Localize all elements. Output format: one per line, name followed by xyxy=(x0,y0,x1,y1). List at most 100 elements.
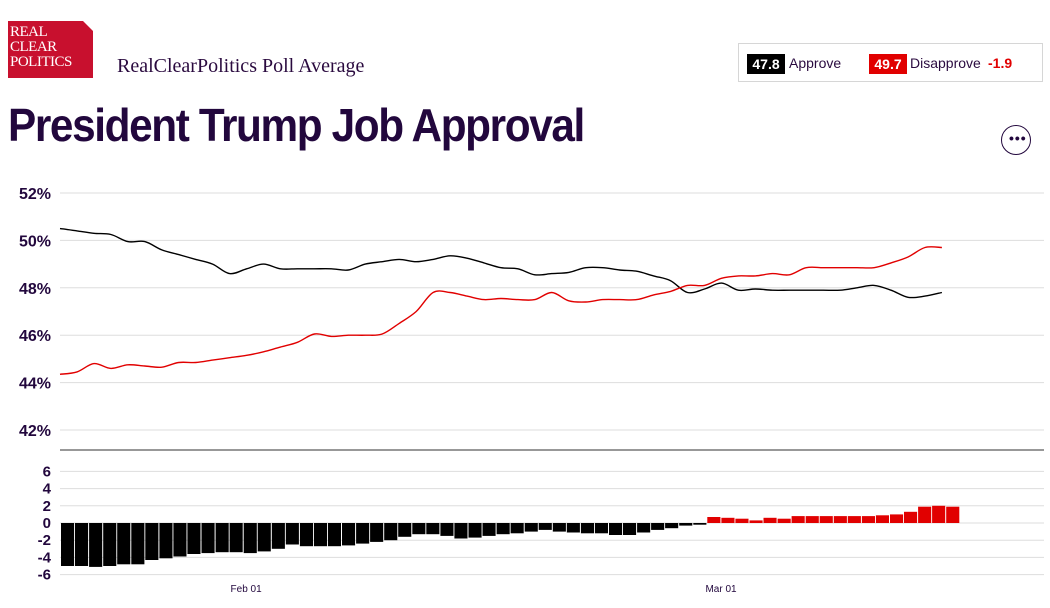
x-axis-labels: Feb 01 Mar 01 xyxy=(231,584,737,595)
spread-bar xyxy=(440,523,454,536)
spread-bar xyxy=(299,523,313,547)
spread-bar xyxy=(749,520,763,523)
spread-value: -1.9 xyxy=(988,55,1013,71)
y-tick-label: 50% xyxy=(19,233,51,250)
y-tick-label: 2 xyxy=(43,498,51,515)
y-tick-label: 6 xyxy=(43,463,51,480)
spread-bar xyxy=(257,523,271,552)
y-tick-label: 46% xyxy=(19,328,51,345)
spread-bar xyxy=(721,517,735,523)
spread-bar xyxy=(791,516,805,523)
more-options-button[interactable]: ••• xyxy=(1001,125,1031,155)
logo-line: POLITICS xyxy=(10,54,72,70)
spread-bar xyxy=(117,523,131,565)
spread-bar xyxy=(61,523,75,566)
approve-label: Approve xyxy=(789,55,842,71)
y-tick-label: 44% xyxy=(19,376,51,393)
spread-bar xyxy=(890,514,904,523)
series-line-disapprove xyxy=(59,246,942,375)
spread-bar xyxy=(454,523,468,539)
disapprove-value-badge: 49.7 xyxy=(869,54,907,74)
spread-bar xyxy=(679,523,693,526)
y-tick-label: 0 xyxy=(43,515,51,532)
spread-bar xyxy=(946,506,960,523)
spread-bar xyxy=(496,523,510,535)
spread-bar xyxy=(609,523,623,535)
spread-bar xyxy=(468,523,482,538)
current-values-legend: 47.8 Approve 49.7 Disapprove -1.9 xyxy=(738,43,1043,82)
spread-bar xyxy=(763,517,777,523)
page-subtitle: RealClearPolitics Poll Average xyxy=(117,55,365,77)
ellipsis-icon: ••• xyxy=(1009,130,1027,146)
spread-bar xyxy=(356,523,370,544)
y-tick-label: -2 xyxy=(38,532,51,549)
spread-bar xyxy=(875,515,889,523)
spread-bar xyxy=(313,523,327,547)
y-tick-label: 48% xyxy=(19,281,51,298)
spread-bar xyxy=(819,516,833,523)
rcp-logo[interactable]: REAL CLEAR POLITICS xyxy=(8,21,93,78)
spread-bar xyxy=(173,523,187,557)
y-tick-label: 52% xyxy=(19,186,51,203)
spread-bar xyxy=(327,523,341,547)
spread-bar xyxy=(594,523,608,534)
spread-bar xyxy=(932,505,946,523)
logo-line: CLEAR xyxy=(10,39,57,55)
spread-bar xyxy=(103,523,117,566)
spread-bar xyxy=(159,523,173,559)
spread-bar xyxy=(285,523,299,545)
spread-bar xyxy=(75,523,89,566)
spread-bar xyxy=(243,523,257,554)
spread-bar xyxy=(342,523,356,546)
spread-bar xyxy=(187,523,201,554)
page-title: President Trump Job Approval xyxy=(8,99,585,151)
spread-bar xyxy=(833,516,847,523)
spread-bar xyxy=(398,523,412,537)
series-line-approve xyxy=(59,227,943,299)
spread-bar xyxy=(861,516,875,523)
disapprove-label: Disapprove xyxy=(910,55,981,71)
y-tick-label: 4 xyxy=(43,481,52,498)
spread-bar xyxy=(131,523,145,565)
spread-bar xyxy=(201,523,215,554)
spread-bar xyxy=(707,517,721,523)
spread-bar xyxy=(510,523,524,534)
logo-corner-fold xyxy=(83,21,93,31)
spread-bar xyxy=(637,523,651,533)
line-chart-series xyxy=(59,227,943,375)
y-tick-label: -6 xyxy=(38,567,51,584)
spread-bar xyxy=(229,523,243,553)
spread-bar xyxy=(89,523,103,567)
spread-bar xyxy=(735,518,749,523)
line-chart-y-axis: 52% 50% 48% 46% 44% 42% xyxy=(19,186,51,440)
spread-bar xyxy=(538,523,552,530)
spread-bar xyxy=(566,523,580,533)
logo-text: REAL CLEAR POLITICS xyxy=(10,25,72,70)
spread-bar xyxy=(384,523,398,541)
spread-bar xyxy=(777,518,791,523)
spread-bar xyxy=(805,516,819,523)
spread-bar xyxy=(145,523,159,560)
x-tick-label: Feb 01 xyxy=(231,584,263,595)
spread-bar xyxy=(482,523,496,536)
spread-chart-bars xyxy=(61,505,960,567)
spread-bar xyxy=(665,523,679,529)
spread-bar xyxy=(370,523,384,542)
spread-bar xyxy=(918,506,932,523)
spread-bar xyxy=(426,523,440,535)
spread-bar xyxy=(552,523,566,532)
y-tick-label: -4 xyxy=(38,549,52,566)
line-chart-grid xyxy=(60,192,1044,431)
logo-line: REAL xyxy=(10,24,48,40)
spread-bar xyxy=(693,523,707,525)
spread-bar xyxy=(904,511,918,523)
spread-bar xyxy=(580,523,594,534)
spread-bar xyxy=(847,516,861,523)
spread-chart-grid xyxy=(60,470,1044,576)
x-tick-label: Mar 01 xyxy=(705,584,737,595)
spread-bar xyxy=(623,523,637,535)
approve-value-badge: 47.8 xyxy=(747,54,785,74)
spread-bar xyxy=(412,523,426,535)
